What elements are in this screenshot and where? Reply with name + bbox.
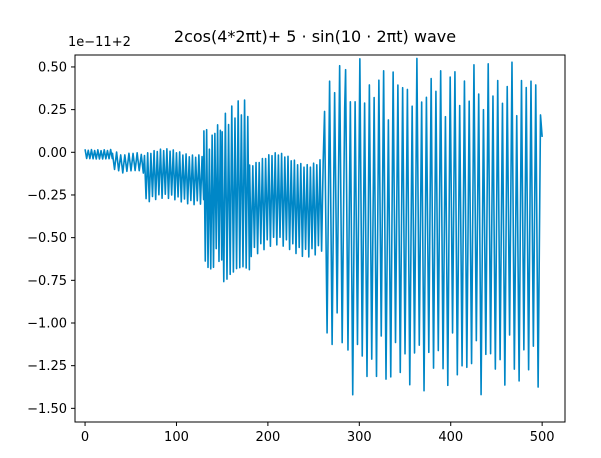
y-tick-label: −1.25: [27, 359, 67, 374]
y-tick-label: −1.50: [27, 402, 67, 417]
plot-frame: [74, 54, 566, 423]
series-line-layer: [84, 57, 543, 396]
y-tick-label: −1.00: [27, 316, 67, 331]
x-tick-label: 500: [530, 430, 555, 445]
y-tick-label: 0.25: [38, 103, 67, 118]
x-tick-label: 400: [438, 430, 463, 445]
y-tick-label: −0.25: [27, 188, 67, 203]
x-axis: 0 100 200 300 400 500: [81, 422, 555, 445]
y-axis-offset-label: 1e−11+2: [68, 35, 131, 50]
series-line: [84, 57, 543, 396]
x-tick-label: 200: [255, 430, 280, 445]
y-tick-label: 0.00: [38, 146, 67, 161]
y-axis: 0.50 0.25 0.00 −0.25 −0.50 −0.75 −1.00 −1.25 −1.…: [27, 60, 75, 417]
y-tick-label: −0.50: [27, 231, 67, 246]
x-tick-label: 0: [81, 430, 89, 445]
chart-title: 2cos(4*2πt)+ 5 · sin(10 · 2πt) wave: [174, 27, 456, 46]
x-tick-label: 300: [347, 430, 372, 445]
x-tick-label: 100: [164, 430, 189, 445]
y-tick-label: −0.75: [27, 274, 67, 289]
y-tick-label: 0.50: [38, 60, 67, 75]
